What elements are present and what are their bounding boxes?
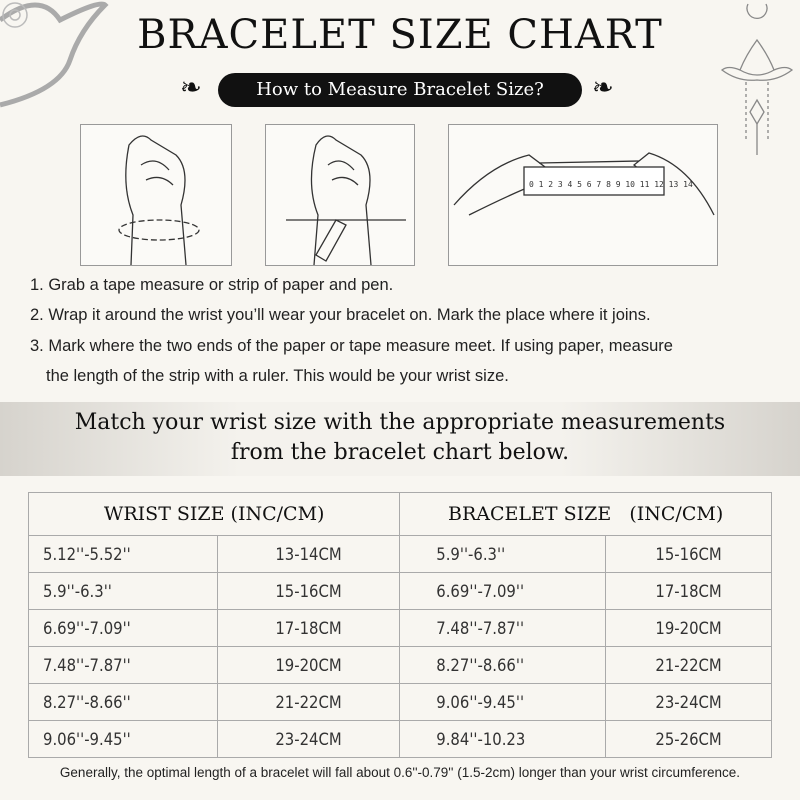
band-line-1: Match your wrist size with the appropria… [74, 410, 726, 435]
illustration-wrap-tape [80, 124, 232, 266]
step-3: 3. Mark where the two ends of the paper … [30, 337, 673, 355]
wrist-inches-cell: 9.06''-9.45'' [28, 720, 218, 758]
bracelet-cm-cell: 19-20CM [605, 609, 772, 647]
ruler-numbers: 0 1 2 3 4 5 6 7 8 9 10 11 12 13 14 [529, 180, 693, 189]
table-row: 8.27''-8.66'' 21-22CM 9.06''-9.45'' 23-24CM [28, 683, 772, 721]
bracelet-inches-cell: 6.69''-7.09'' [399, 572, 607, 610]
table-row: 6.69''-7.09'' 17-18CM 7.48''-7.87'' 19-20CM [28, 609, 772, 647]
table-header-row: WRIST SIZE (INC/CM) BRACELET SIZE (INC/C… [27, 492, 772, 536]
illustration-mark-pen [265, 124, 415, 266]
band-line-2: from the bracelet chart below. [230, 440, 570, 465]
wrist-cm-cell: 15-16CM [216, 572, 401, 610]
bracelet-inches-cell: 8.27''-8.66'' [399, 646, 607, 684]
bracelet-cm-cell: 17-18CM [605, 572, 772, 610]
wrist-inches-cell: 7.48''-7.87'' [28, 646, 218, 684]
section-subtitle: How to Measure Bracelet Size? [218, 73, 582, 107]
bracelet-cm-cell: 25-26CM [605, 720, 772, 758]
bracelet-cm-cell: 21-22CM [605, 646, 772, 684]
bracelet-cm-cell: 23-24CM [605, 683, 772, 721]
page-title: BRACELET SIZE CHART [137, 12, 663, 58]
hand-marking-pen-icon [286, 135, 406, 266]
step-3-continued: the length of the strip with a ruler. Th… [46, 367, 509, 385]
bracelet-inches-cell: 9.06''-9.45'' [399, 683, 607, 721]
table-row: 5.12''-5.52'' 13-14CM 5.9''-6.3'' 15-16CM [28, 535, 772, 573]
wrist-cm-cell: 13-14CM [216, 535, 401, 573]
bracelet-inches-cell: 5.9''-6.3'' [399, 535, 607, 573]
wrist-size-header: WRIST SIZE (INC/CM) [27, 492, 401, 536]
instruction-band [0, 402, 800, 476]
bracelet-inches-cell: 9.84''-10.23 [399, 720, 607, 758]
wrist-cm-cell: 21-22CM [216, 683, 401, 721]
flourish-right-icon: ❧ [592, 72, 614, 102]
wrist-cm-cell: 23-24CM [216, 720, 401, 758]
mandala-decoration-icon [0, 1, 109, 108]
wrist-inches-cell: 8.27''-8.66'' [28, 683, 218, 721]
table-row: 9.06''-9.45'' 23-24CM 9.84''-10.23 25-26CM [28, 720, 772, 758]
wrist-inches-cell: 5.9''-6.3'' [28, 572, 218, 610]
bracelet-size-header: BRACELET SIZE (INC/CM) [399, 492, 772, 536]
wrist-cm-cell: 17-18CM [216, 609, 401, 647]
flourish-left-icon: ❧ [180, 72, 202, 102]
lotus-hanging-decoration-icon [720, 3, 794, 155]
size-chart-table: WRIST SIZE (INC/CM) BRACELET SIZE (INC/C… [27, 492, 772, 758]
wrist-inches-cell: 5.12''-5.52'' [28, 535, 218, 573]
hands-holding-ruler-icon: 0 1 2 3 4 5 6 7 8 9 10 11 12 13 14 [453, 152, 715, 216]
step-1: 1. Grab a tape measure or strip of paper… [30, 276, 394, 294]
bracelet-cm-cell: 15-16CM [605, 535, 772, 573]
table-row: 7.48''-7.87'' 19-20CM 8.27''-8.66'' 21-22CM [28, 646, 772, 684]
step-2: 2. Wrap it around the wrist you’ll wear … [30, 306, 651, 324]
table-row: 5.9''-6.3'' 15-16CM 6.69''-7.09'' 17-18CM [28, 572, 772, 610]
bracelet-inches-cell: 7.48''-7.87'' [399, 609, 607, 647]
hand-wrapping-tape-icon [118, 135, 200, 266]
illustration-ruler: 0 1 2 3 4 5 6 7 8 9 10 11 12 13 14 [448, 124, 718, 266]
wrist-cm-cell: 19-20CM [216, 646, 401, 684]
wrist-inches-cell: 6.69''-7.09'' [28, 609, 218, 647]
footnote: Generally, the optimal length of a brace… [59, 765, 741, 780]
